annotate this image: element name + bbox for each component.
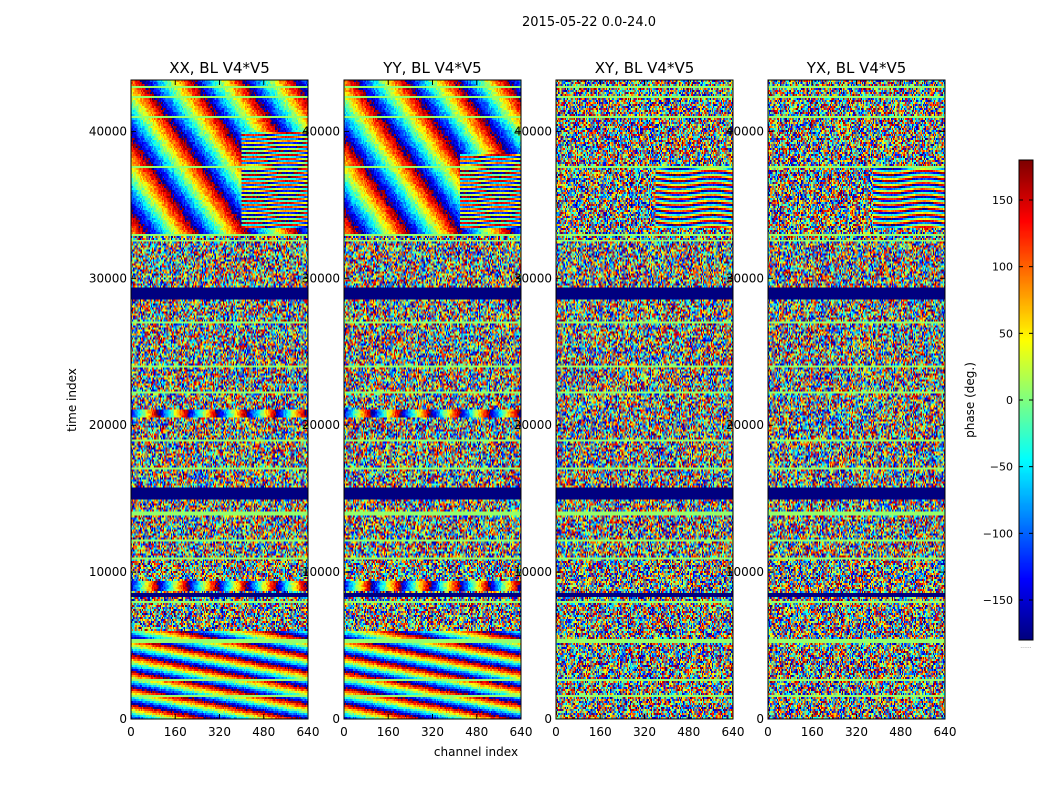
x-axis-label: channel index xyxy=(434,745,518,759)
figure-suptitle: 2015-05-22 0.0-24.0 xyxy=(522,15,656,30)
x-tick-label: 160 xyxy=(801,725,824,739)
y-tick-label: 40000 xyxy=(514,124,552,138)
y-tick-label: 20000 xyxy=(302,418,340,432)
panel-3-title: XY, BL V4*V5 xyxy=(595,59,695,77)
colorbar-gradient xyxy=(1019,160,1033,640)
colorbar-tick-label: −100 xyxy=(983,527,1013,540)
x-tick-label: 480 xyxy=(677,725,700,739)
panel-4-title: YX, BL V4*V5 xyxy=(806,59,907,77)
panel-4-heatmap xyxy=(768,80,945,719)
x-tick-label: 320 xyxy=(208,725,231,739)
y-tick-label: 10000 xyxy=(514,565,552,579)
panels-group: XX, BL V4*V5 0 160 320 480 640 0 10000 20000 3000… xyxy=(89,59,957,739)
y-tick-label: 30000 xyxy=(514,271,552,285)
x-tick-label: 0 xyxy=(127,725,135,739)
y-tick-label: 0 xyxy=(332,712,340,726)
x-tick-label: 320 xyxy=(421,725,444,739)
panel-2-heatmap xyxy=(344,80,521,719)
y-tick-label: 0 xyxy=(119,712,127,726)
x-tick-label: 0 xyxy=(764,725,772,739)
y-tick-label: 0 xyxy=(544,712,552,726)
panel-2-title: YY, BL V4*V5 xyxy=(382,59,481,77)
colorbar-footer: ...... xyxy=(1020,643,1032,650)
y-tick-label: 40000 xyxy=(726,124,764,138)
x-tick-label: 160 xyxy=(377,725,400,739)
colorbar-tick-label: 150 xyxy=(992,194,1013,207)
y-tick-label: 40000 xyxy=(302,124,340,138)
x-tick-label: 480 xyxy=(465,725,488,739)
x-tick-label: 0 xyxy=(340,725,348,739)
y-tick-label: 40000 xyxy=(89,124,127,138)
x-tick-label: 640 xyxy=(297,725,320,739)
y-tick-label: 10000 xyxy=(726,565,764,579)
x-tick-label: 480 xyxy=(252,725,275,739)
y-axis-label: time index xyxy=(65,368,79,432)
x-tick-label: 640 xyxy=(934,725,957,739)
y-tick-label: 20000 xyxy=(89,418,127,432)
x-tick-label: 160 xyxy=(589,725,612,739)
colorbar-tick-label: −50 xyxy=(990,461,1013,474)
colorbar-label: phase (deg.) xyxy=(963,362,977,438)
x-tick-label: 640 xyxy=(722,725,745,739)
x-tick-label: 0 xyxy=(552,725,560,739)
y-tick-label: 20000 xyxy=(726,418,764,432)
y-tick-label: 10000 xyxy=(302,565,340,579)
colorbar-tick-label: −150 xyxy=(983,594,1013,607)
colorbar-tick-label: 100 xyxy=(992,261,1013,274)
colorbar: −150 −100 −50 0 50 100 150 xyxy=(983,159,1034,641)
y-tick-label: 20000 xyxy=(514,418,552,432)
y-tick-label: 30000 xyxy=(726,271,764,285)
x-tick-label: 320 xyxy=(845,725,868,739)
colorbar-tick-label: 0 xyxy=(1006,394,1013,407)
x-tick-label: 640 xyxy=(510,725,533,739)
colorbar-tick-label: 50 xyxy=(999,327,1013,340)
panel-1-title: XX, BL V4*V5 xyxy=(169,59,270,77)
panel-1-heatmap xyxy=(131,80,308,719)
x-tick-label: 320 xyxy=(633,725,656,739)
y-tick-label: 30000 xyxy=(89,271,127,285)
y-tick-label: 30000 xyxy=(302,271,340,285)
x-tick-label: 160 xyxy=(164,725,187,739)
panel-3-heatmap xyxy=(556,80,733,719)
y-tick-label: 10000 xyxy=(89,565,127,579)
x-tick-label: 480 xyxy=(889,725,912,739)
y-tick-label: 0 xyxy=(756,712,764,726)
